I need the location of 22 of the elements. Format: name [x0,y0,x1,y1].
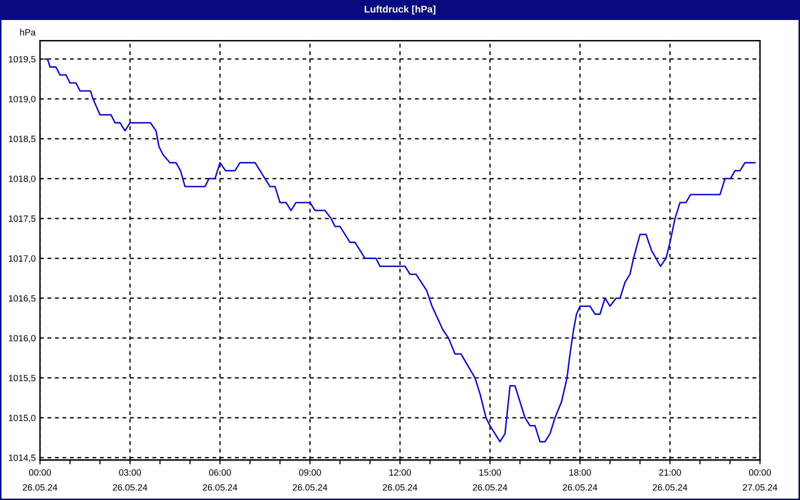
x-tick-label: 12:00 26.05.24 [382,469,418,491]
x-tick-label: 00:00 27.05.24 [742,469,778,491]
y-tick-label: 1017,0 [8,255,36,263]
x-tick-label: 09:00 26.05.24 [292,469,328,491]
x-tick-label: 15:00 26.05.24 [472,469,508,491]
y-tick-label: 1015,0 [8,414,36,422]
y-tick-label: 1018,5 [8,136,36,144]
y-tick-label: 1017,5 [8,215,36,223]
y-tick-label: 1014,5 [8,454,36,462]
x-tick-label: 21:00 26.05.24 [652,469,688,491]
x-tick-label: 06:00 26.05.24 [202,469,238,491]
y-tick-label: 1016,5 [8,295,36,303]
chart-title: Luftdruck [hPa] [364,5,436,15]
y-tick-label: 1015,5 [8,374,36,382]
y-tick-label: 1019,5 [8,56,36,64]
x-tick-label: 00:00 26.05.24 [22,469,58,491]
x-tick-label: 18:00 26.05.24 [562,469,598,491]
y-axis-title: hPa [20,28,36,36]
y-tick-label: 1019,0 [8,96,36,104]
y-tick-label: 1016,0 [8,335,36,342]
y-tick-label: 1018,0 [8,176,36,184]
x-tick-label: 03:00 26.05.24 [112,469,148,491]
